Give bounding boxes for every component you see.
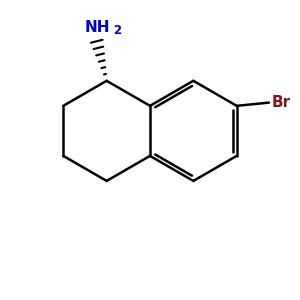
Text: NH: NH <box>85 20 110 35</box>
Text: Br: Br <box>271 95 290 110</box>
Text: 2: 2 <box>114 24 122 38</box>
